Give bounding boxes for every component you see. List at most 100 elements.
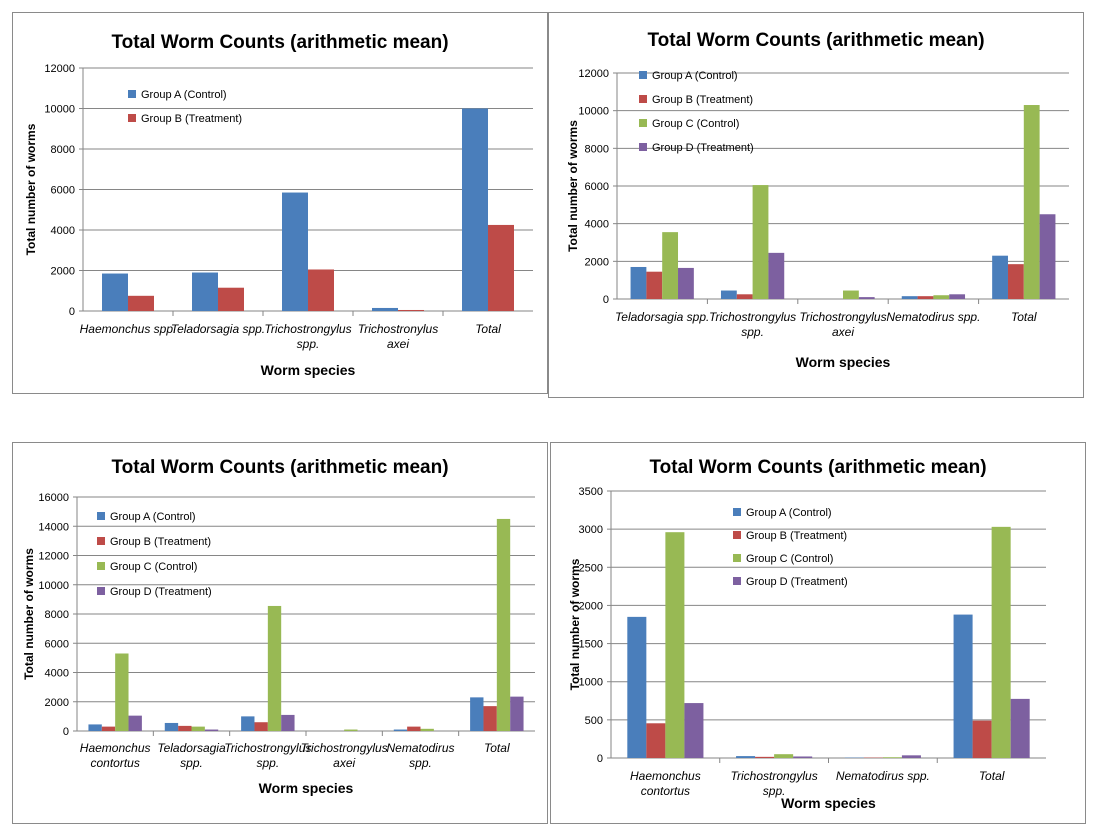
bar-group-d-treatment-trichostrongylus-spp bbox=[281, 714, 295, 731]
bar-group-a-control-trichostrongylus-spp bbox=[241, 716, 255, 731]
legend-swatch-group-c-control bbox=[733, 554, 741, 562]
bar-group-c-control-teladorsagia-spp bbox=[191, 726, 205, 731]
y-tick-label: 12000 bbox=[44, 63, 75, 75]
legend-swatch-group-b-treatment bbox=[128, 114, 136, 122]
bar-group-b-treatment-haemonchus-spp bbox=[128, 295, 154, 311]
chart-panel-bottom-left: Total Worm Counts (arithmetic mean) 0 2000… bbox=[12, 442, 548, 824]
legend-swatch-group-d-treatment bbox=[639, 143, 647, 151]
bar-group-b-treatment-nematodirus-spp bbox=[407, 726, 421, 731]
x-category-label: Nematodirus spp. bbox=[886, 310, 980, 324]
legend-swatch-group-b-treatment bbox=[639, 95, 647, 103]
x-category-label: Trichostrongylus spp. bbox=[709, 310, 796, 339]
bar-group-c-control-haemonchus-contortus bbox=[115, 653, 129, 731]
bar-group-a-control-teladorsagia-spp bbox=[164, 722, 179, 731]
chart-top-left: Total Worm Counts (arithmetic mean) 0 2000… bbox=[24, 32, 533, 378]
y-tick-label: 2000 bbox=[51, 266, 75, 278]
chart-title: Total Worm Counts (arithmetic mean) bbox=[649, 457, 986, 478]
chart-panel-top-right: Total Worm Counts (arithmetic mean) 0 2000… bbox=[548, 12, 1084, 398]
y-tick-label: 4000 bbox=[51, 225, 75, 237]
y-axis-title: Total number of worms bbox=[566, 120, 580, 252]
bar-group-c-control-trichostrongylus-spp bbox=[267, 605, 282, 731]
legend-label-group-a-control: Group A (Control) bbox=[746, 507, 832, 519]
x-category-label: Teladorsagia spp. bbox=[615, 310, 709, 324]
bar-group-c-control-teladorsagia-spp bbox=[662, 232, 679, 299]
legend-label-group-b-treatment: Group B (Treatment) bbox=[110, 536, 211, 548]
bar-group-b-treatment-teladorsagia-spp bbox=[218, 287, 244, 311]
legend-swatch-group-a-control bbox=[97, 512, 105, 520]
y-tick-label: 0 bbox=[597, 753, 603, 765]
y-tick-label: 0 bbox=[69, 306, 75, 318]
x-category-label: Total bbox=[484, 741, 510, 755]
bar-group-b-treatment-teladorsagia-spp bbox=[178, 725, 192, 731]
x-category-label: Trichostronylus axei bbox=[358, 322, 438, 351]
x-category-label: Trichostrongylus spp. bbox=[264, 322, 351, 351]
y-tick-label: 8000 bbox=[45, 609, 69, 621]
bar-group-a-control-total bbox=[462, 108, 488, 311]
chart-title: Total Worm Counts (arithmetic mean) bbox=[111, 32, 448, 53]
y-tick-label: 0 bbox=[63, 726, 69, 738]
legend-label-group-b-treatment: Group B (Treatment) bbox=[141, 113, 242, 125]
bar-group-a-control-total bbox=[992, 255, 1008, 299]
bar-group-a-control-trichostrongylus-spp bbox=[736, 756, 756, 758]
bar-group-a-control-nematodirus-spp bbox=[393, 729, 408, 731]
chart-bottom-left: Total Worm Counts (arithmetic mean) 0 2000… bbox=[22, 457, 535, 796]
y-tick-label: 2500 bbox=[579, 562, 603, 574]
legend-swatch-group-a-control bbox=[733, 508, 741, 516]
bar-group-b-treatment-trichostrongylus-spp bbox=[736, 294, 753, 299]
bar-group-c-control-total bbox=[1023, 105, 1040, 300]
bar-group-b-treatment-haemonchus-contortus bbox=[646, 723, 666, 758]
bar-group-d-treatment-haemonchus-contortus bbox=[684, 703, 704, 758]
x-axis-title: Worm species bbox=[261, 362, 356, 378]
bar-group-d-treatment-trichostrongylus-spp bbox=[768, 252, 785, 299]
bar-group-a-control-trichostronylus-axei bbox=[372, 307, 398, 311]
y-tick-label: 3500 bbox=[579, 486, 603, 498]
bar-group-a-control-haemonchus-spp bbox=[102, 273, 128, 311]
y-tick-label: 10000 bbox=[38, 580, 69, 592]
y-axis-title: Total number of worms bbox=[568, 558, 582, 690]
y-tick-label: 6000 bbox=[585, 181, 609, 193]
y-tick-label: 2000 bbox=[579, 600, 603, 612]
y-tick-label: 1500 bbox=[579, 639, 603, 651]
legend-label-group-b-treatment: Group B (Treatment) bbox=[746, 530, 847, 542]
legend-swatch-group-b-treatment bbox=[733, 531, 741, 539]
bar-group-a-control-haemonchus-contortus bbox=[88, 724, 102, 731]
bar-group-c-control-total bbox=[991, 526, 1011, 758]
chart-bottom-right: Total Worm Counts (arithmetic mean) 0 500 1… bbox=[568, 457, 1046, 811]
legend-label-group-a-control: Group A (Control) bbox=[141, 89, 227, 101]
y-axis-title: Total number of worms bbox=[22, 548, 36, 680]
y-tick-label: 2000 bbox=[585, 256, 609, 268]
legend-label-group-d-treatment: Group D (Treatment) bbox=[110, 586, 212, 598]
bar-group-c-control-nematodirus-spp bbox=[933, 295, 950, 299]
legend-label-group-a-control: Group A (Control) bbox=[652, 70, 738, 82]
y-tick-label: 6000 bbox=[45, 638, 69, 650]
bar-group-b-treatment-trichostrongylus-spp bbox=[308, 269, 334, 311]
bar-group-c-control-trichostrongylus-axei bbox=[843, 290, 859, 299]
legend-label-group-c-control: Group C (Control) bbox=[746, 553, 833, 565]
y-tick-label: 6000 bbox=[51, 185, 75, 197]
bar-group-b-treatment-teladorsagia-spp bbox=[646, 271, 663, 299]
y-tick-label: 4000 bbox=[45, 668, 69, 680]
bar-group-c-control-total bbox=[496, 518, 511, 731]
x-category-label: Haemonchus spp. bbox=[80, 322, 177, 336]
bar-group-d-treatment-trichostrongylus-axei bbox=[858, 297, 875, 299]
bar-group-c-control-nematodirus-spp bbox=[882, 757, 902, 758]
bar-group-d-treatment-total bbox=[510, 696, 524, 731]
x-category-label: Total bbox=[1011, 310, 1037, 324]
bar-group-a-control-total bbox=[470, 697, 484, 731]
y-tick-label: 16000 bbox=[38, 492, 69, 504]
bar-group-b-treatment-total bbox=[972, 720, 992, 758]
bar-group-b-treatment-trichostrongylus-spp bbox=[254, 722, 268, 731]
y-tick-label: 14000 bbox=[38, 521, 69, 533]
x-category-label: Haemonchus contortus bbox=[80, 741, 151, 770]
x-axis-title: Worm species bbox=[259, 780, 354, 796]
x-category-label: Teladorsagia spp. bbox=[171, 322, 265, 336]
x-category-label: Total bbox=[979, 769, 1005, 783]
bar-group-b-treatment-total bbox=[1007, 264, 1024, 299]
y-tick-label: 10000 bbox=[578, 106, 609, 118]
legend-label-group-d-treatment: Group D (Treatment) bbox=[746, 576, 848, 588]
bar-group-d-treatment-teladorsagia-spp bbox=[204, 729, 219, 731]
bar-group-c-control-nematodirus-spp bbox=[420, 728, 434, 731]
chart-title: Total Worm Counts (arithmetic mean) bbox=[111, 457, 448, 478]
chart-panel-bottom-right: Total Worm Counts (arithmetic mean) 0 500 1… bbox=[550, 442, 1086, 824]
bar-group-c-control-haemonchus-contortus bbox=[665, 532, 685, 758]
